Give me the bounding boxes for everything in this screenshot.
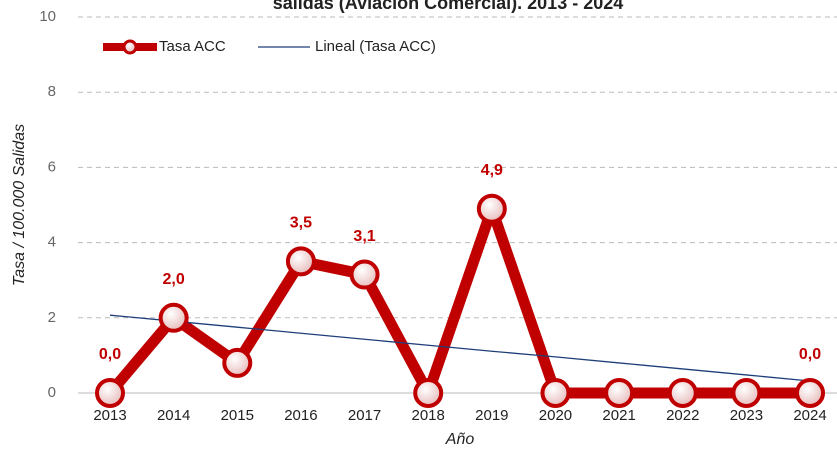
y-tick-label: 4	[48, 234, 56, 251]
x-tick-label: 2014	[157, 407, 190, 424]
point-marker	[733, 380, 759, 406]
legend-marker	[124, 41, 136, 53]
legend-label: Lineal (Tasa ACC)	[315, 38, 436, 55]
point-marker	[670, 380, 696, 406]
x-axis-label: Año	[445, 431, 475, 448]
data-label: 2,0	[163, 271, 185, 288]
point-marker	[797, 380, 823, 406]
x-tick-label: 2024	[793, 407, 826, 424]
y-tick-label: 10	[39, 8, 56, 25]
x-tick-label: 2020	[539, 407, 572, 424]
point-marker	[161, 305, 187, 331]
x-tick-label: 2013	[93, 407, 126, 424]
y-tick-label: 6	[48, 158, 56, 175]
x-tick-label: 2016	[284, 407, 317, 424]
point-marker	[479, 196, 505, 222]
y-tick-label: 8	[48, 83, 56, 100]
data-label: 4,9	[481, 162, 503, 179]
y-tick-label: 0	[48, 384, 56, 401]
x-tick-label: 2015	[221, 407, 254, 424]
x-tick-label: 2022	[666, 407, 699, 424]
point-marker	[288, 248, 314, 274]
y-tick-label: 2	[48, 309, 56, 326]
chart-title: salidas (Aviación Comercial). 2013 - 202…	[273, 0, 624, 13]
data-label: 0,0	[99, 346, 121, 363]
y-axis-label: Tasa / 100.000 Salidas	[11, 124, 28, 286]
point-marker	[415, 380, 441, 406]
point-marker	[606, 380, 632, 406]
series-line	[110, 209, 810, 393]
point-marker	[224, 350, 250, 376]
point-marker	[542, 380, 568, 406]
data-label: 3,1	[353, 228, 375, 245]
legend-label: Tasa ACC	[159, 38, 226, 55]
point-marker	[352, 262, 378, 288]
x-tick-label: 2017	[348, 407, 381, 424]
data-label: 3,5	[290, 215, 312, 232]
data-label: 0,0	[799, 346, 821, 363]
x-tick-label: 2018	[412, 407, 445, 424]
chart: salidas (Aviación Comercial). 2013 - 202…	[0, 0, 837, 452]
x-tick-label: 2021	[602, 407, 635, 424]
x-tick-label: 2019	[475, 407, 508, 424]
point-marker	[97, 380, 123, 406]
x-tick-label: 2023	[730, 407, 763, 424]
